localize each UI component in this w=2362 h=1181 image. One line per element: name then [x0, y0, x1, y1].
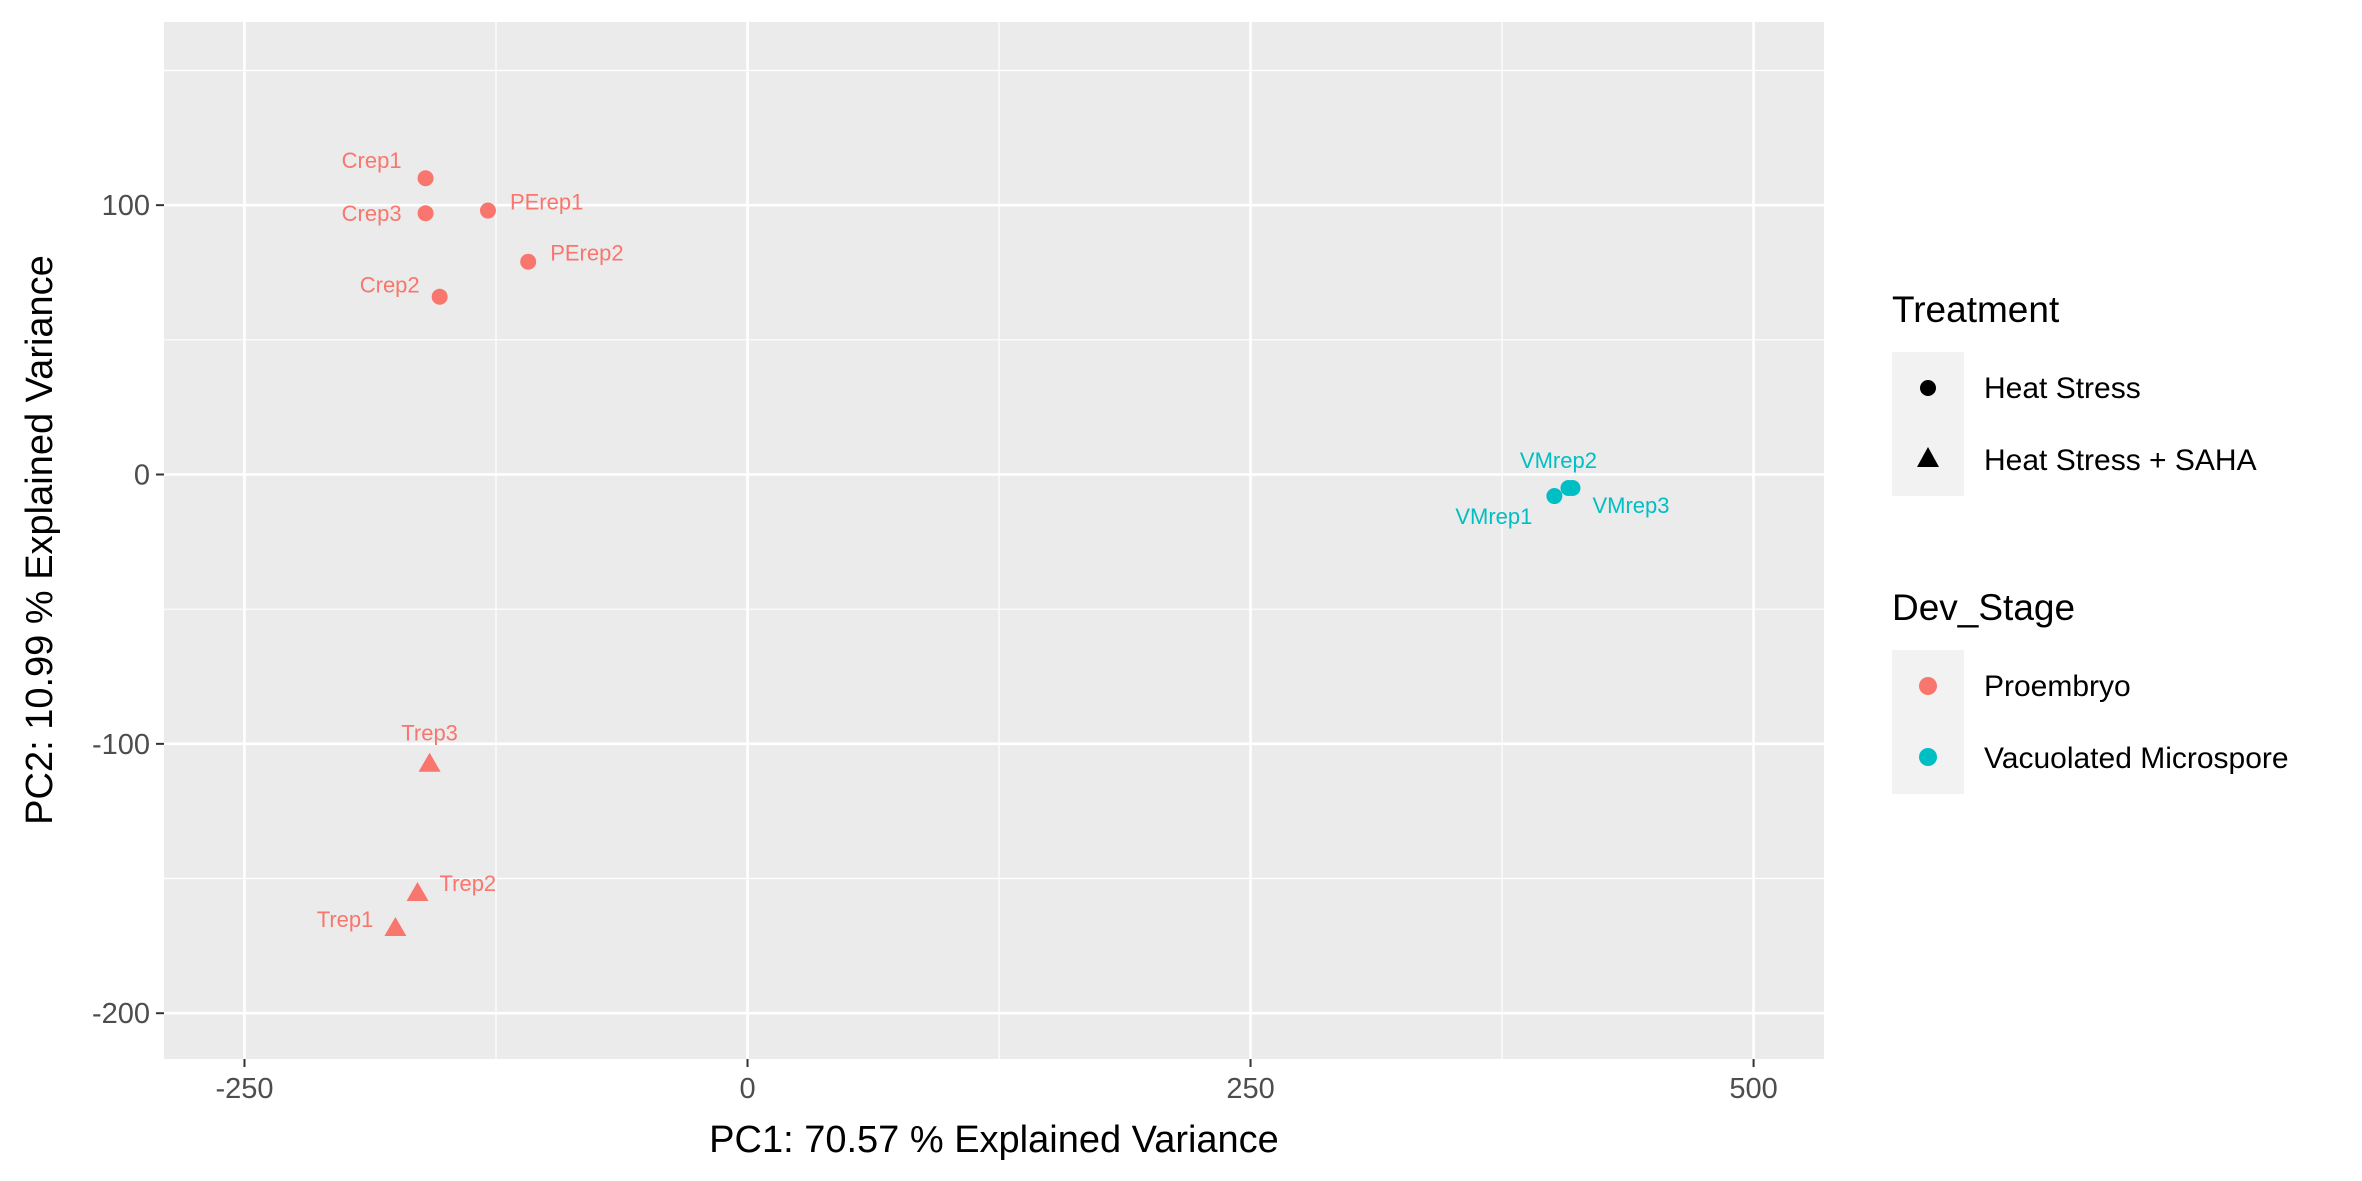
legend-label-heat-stress: Heat Stress — [1984, 372, 2141, 405]
point-label-vmrep1: VMrep1 — [1455, 504, 1532, 529]
major-gridlines — [164, 22, 1824, 1059]
point-label-trep3: Trep3 — [401, 721, 458, 746]
y-axis-ticks: -200 -100 0 100 — [92, 190, 164, 1030]
data-points — [384, 170, 1581, 937]
x-axis-ticks: -250 0 250 500 — [215, 1059, 1778, 1105]
point-crep2 — [431, 288, 448, 305]
x-tick-label: 250 — [1226, 1073, 1274, 1105]
point-label-trep1: Trep1 — [317, 907, 374, 932]
point-label-vmrep2: VMrep2 — [1520, 448, 1597, 473]
legend-label-heat-stress-saha: Heat Stress + SAHA — [1984, 444, 2257, 477]
y-tick-label: -200 — [92, 998, 150, 1030]
point-label-vmrep3: VMrep3 — [1592, 493, 1669, 518]
y-axis-title: PC2: 10.99 % Explained Variance — [19, 255, 61, 825]
legend-key-vacuolated-microspore — [1919, 748, 1937, 766]
data-point-labels: Crep1 Crep3 PErep1 PErep2 Crep2 VMrep2 VMrep1 V… — [317, 148, 1670, 932]
legend-label-vacuolated-microspore: Vacuolated Microspore — [1984, 742, 2289, 775]
panel-background — [164, 22, 1824, 1059]
point-vmrep3 — [1564, 479, 1581, 496]
legend: Treatment Heat Stress Heat Stress + SAHA… — [1892, 289, 2289, 794]
legend-label-proembryo: Proembryo — [1984, 670, 2131, 703]
legend-key-heat-stress — [1920, 380, 1936, 396]
point-label-crep3: Crep3 — [342, 201, 402, 226]
point-label-perep1: PErep1 — [510, 190, 583, 215]
y-tick-label: 0 — [134, 460, 150, 492]
legend-key-heat-stress-saha — [1917, 447, 1939, 467]
x-axis-title: PC1: 70.57 % Explained Variance — [709, 1119, 1279, 1161]
point-vmrep1 — [1546, 488, 1563, 505]
y-tick-label: -100 — [92, 729, 150, 761]
legend-title-treatment: Treatment — [1892, 289, 2060, 330]
x-tick-label: 500 — [1729, 1073, 1777, 1105]
point-crep3 — [417, 205, 434, 222]
point-trep1 — [384, 917, 407, 937]
point-label-crep2: Crep2 — [360, 273, 420, 298]
legend-key-box-treatment — [1892, 352, 1964, 496]
point-label-perep2: PErep2 — [550, 241, 623, 266]
point-perep2 — [520, 253, 537, 270]
point-crep1 — [417, 170, 434, 187]
legend-key-box-dev-stage — [1892, 650, 1964, 794]
point-trep2 — [406, 882, 429, 902]
minor-gridlines — [164, 22, 1824, 1059]
legend-key-proembryo — [1919, 677, 1937, 695]
point-label-trep2: Trep2 — [440, 871, 497, 896]
point-perep1 — [479, 202, 496, 219]
legend-title-dev-stage: Dev_Stage — [1892, 587, 2075, 628]
y-tick-label: 100 — [102, 190, 150, 222]
x-tick-label: 0 — [739, 1073, 755, 1105]
x-tick-label: -250 — [215, 1073, 273, 1105]
point-trep3 — [418, 752, 441, 772]
point-label-crep1: Crep1 — [342, 148, 402, 173]
